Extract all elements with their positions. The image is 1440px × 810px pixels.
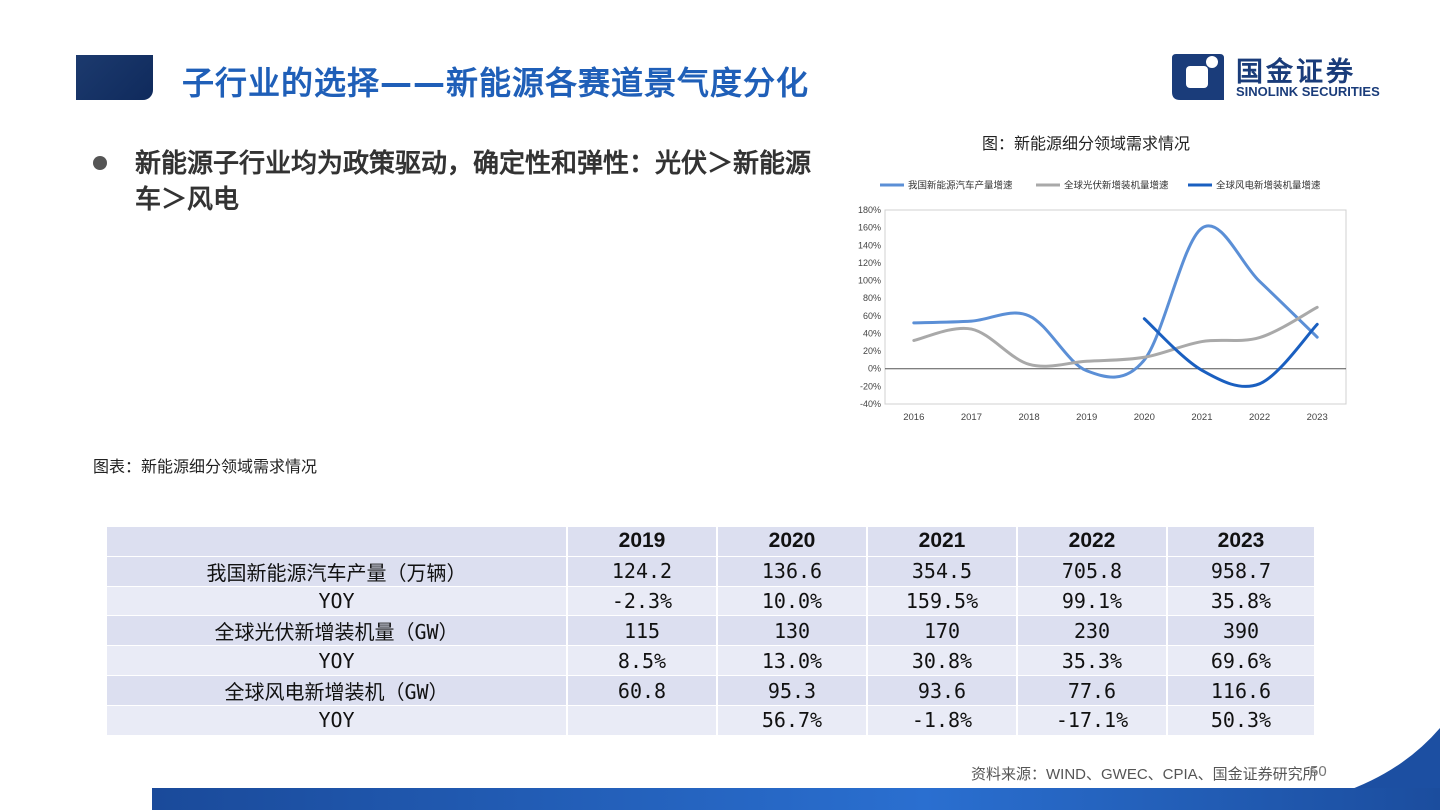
legend-label-0: 我国新能源汽车产量增速 [908,180,1013,192]
bullet-point: 新能源子行业均为政策驱动，确定性和弹性：光伏＞新能源车＞风电 [93,146,835,218]
table-row: YOY 56.7% -1.8% -17.1% 50.3% [107,705,1316,736]
x-tick-label: 2022 [1249,412,1270,423]
table-cell: -2.3% [567,586,718,617]
logo-chinese-name: 国金证券 [1236,57,1356,88]
x-tick-label: 2023 [1307,412,1328,423]
table-cell: 99.1% [1017,586,1168,617]
table-header-year: 2023 [1167,527,1316,557]
table-cell: 705.8 [1017,556,1168,587]
table-row-label: YOY [107,586,568,617]
table-header-year: 2019 [567,527,718,557]
y-tick-label: -20% [860,381,881,391]
table-cell: 116.6 [1167,675,1316,707]
table-cell: 230 [1017,615,1168,647]
table-row-label: 我国新能源汽车产量（万辆） [107,556,568,587]
y-tick-label: 160% [858,223,881,233]
table-cell: 30.8% [867,645,1018,677]
table-cell: 69.6% [1167,645,1316,677]
y-tick-label: 60% [863,311,881,321]
table-header-empty [107,527,568,557]
table-cell: -17.1% [1017,705,1168,736]
table-row: 全球光伏新增装机量（GW） 115 130 170 230 390 [107,615,1316,647]
y-tick-label: 120% [858,258,881,268]
title-accent-block [76,55,153,100]
table-header-year: 2021 [867,527,1018,557]
table-cell: 136.6 [717,556,868,587]
table-row-label: 全球光伏新增装机量（GW） [107,615,568,647]
table-cell: 77.6 [1017,675,1168,707]
series-line-1 [912,305,1319,368]
x-tick-label: 2021 [1191,412,1212,423]
series-line-2 [1142,317,1319,388]
table-row: 我国新能源汽车产量（万辆） 124.2 136.6 354.5 705.8 958.7 [107,556,1316,587]
table-cell: 115 [567,615,718,647]
table-cell: 35.8% [1167,586,1316,617]
x-tick-label: 2018 [1018,412,1039,423]
demand-growth-line-chart: -40% -20% 0% 20% 40% 60% 80% 100% 120% 140% 160% 18… [858,180,1347,423]
table-cell: 390 [1167,615,1316,647]
table-caption: 图表：新能源细分领域需求情况 [93,457,318,476]
y-tick-label: 180% [858,205,881,215]
x-tick-label: 2020 [1134,412,1155,423]
table-cell: 35.3% [1017,645,1168,677]
table-cell: 56.7% [717,705,868,736]
table-cell: 130 [717,615,868,647]
bullet-dot-icon [93,156,107,170]
page-number: 50 [1310,763,1327,780]
table-header-year: 2022 [1017,527,1168,557]
chart-caption: 图：新能源细分领域需求情况 [982,134,1191,153]
table-cell: 10.0% [717,586,868,617]
logo-english-name: SINOLINK SECURITIES [1236,84,1380,99]
table-cell: 93.6 [867,675,1018,707]
y-tick-label: 80% [863,293,881,303]
y-tick-label: 40% [863,328,881,338]
table-cell: 50.3% [1167,705,1316,736]
table-cell: 60.8 [567,675,718,707]
bullet-text: 新能源子行业均为政策驱动，确定性和弹性：光伏＞新能源车＞风电 [135,149,812,215]
x-tick-label: 2016 [903,412,924,423]
table-row: YOY 8.5% 13.0% 30.8% 35.3% 69.6% [107,645,1316,677]
legend-label-2: 全球风电新增装机量增速 [1216,180,1321,192]
table-row-label: YOY [107,705,568,736]
legend-label-1: 全球光伏新增装机量增速 [1064,180,1169,192]
plot-area [884,209,1347,405]
y-tick-label: 100% [858,276,881,286]
table-row-label: 全球风电新增装机（GW） [107,675,568,707]
logo-mark-icon [1172,54,1224,100]
y-tick-label: 0% [868,364,881,374]
table-header-year: 2020 [717,527,868,557]
x-tick-label: 2017 [961,412,982,423]
footer-source: 资料来源：WIND、GWEC、CPIA、国金证券研究所 [971,766,1318,783]
table-cell: 170 [867,615,1018,647]
y-tick-label: -40% [860,399,881,409]
table-cell: 95.3 [717,675,868,707]
table-cell [567,705,718,736]
y-tick-label: 140% [858,240,881,250]
table-cell: 354.5 [867,556,1018,587]
table-cell: 124.2 [567,556,718,587]
x-tick-label: 2019 [1076,412,1097,423]
table-row: 全球风电新增装机（GW） 60.8 95.3 93.6 77.6 116.6 [107,675,1316,707]
demand-data-table: 2019 2020 2021 2022 2023 我国新能源汽车产量（万辆） 124.2 1… [107,527,1316,736]
table-row-label: YOY [107,645,568,677]
y-tick-label: 20% [863,346,881,356]
table-cell: -1.8% [867,705,1018,736]
table-header-row: 2019 2020 2021 2022 2023 [107,527,1316,557]
table-row: YOY -2.3% 10.0% 159.5% 99.1% 35.8% [107,586,1316,617]
table-cell: 159.5% [867,586,1018,617]
table-cell: 13.0% [717,645,868,677]
company-logo: 国金证券 SINOLINK SECURITIES [1168,48,1408,104]
series-line-0 [912,224,1319,379]
page-title: 子行业的选择——新能源各赛道景气度分化 [182,64,810,102]
table-cell: 958.7 [1167,556,1316,587]
footer-bar [152,788,1440,810]
table-cell: 8.5% [567,645,718,677]
